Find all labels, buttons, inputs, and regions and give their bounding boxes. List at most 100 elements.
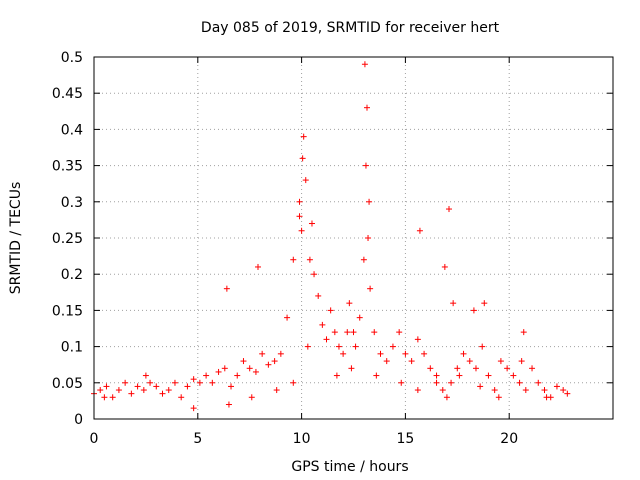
grid-layer xyxy=(94,57,613,419)
data-point xyxy=(122,379,129,386)
y-tick-label: 0.4 xyxy=(61,122,83,138)
x-tick-label: 20 xyxy=(500,431,518,447)
data-point xyxy=(196,379,203,386)
data-point xyxy=(416,227,423,234)
y-tick-label: 0.35 xyxy=(52,159,83,175)
data-point xyxy=(491,387,498,394)
data-point xyxy=(234,372,241,379)
data-point xyxy=(308,220,315,227)
data-point xyxy=(311,271,318,278)
data-point xyxy=(109,394,116,401)
data-point xyxy=(273,387,280,394)
data-point xyxy=(352,343,359,350)
data-point xyxy=(460,350,467,357)
x-tick-label: 5 xyxy=(193,431,202,447)
data-point xyxy=(408,358,415,365)
data-point xyxy=(252,368,259,375)
data-point xyxy=(363,104,370,111)
data-point xyxy=(248,394,255,401)
data-point xyxy=(302,177,309,184)
data-point xyxy=(543,394,550,401)
data-point xyxy=(356,314,363,321)
data-point xyxy=(103,383,110,390)
data-point xyxy=(344,329,351,336)
data-point xyxy=(315,292,322,299)
data-point xyxy=(362,162,369,169)
data-point xyxy=(564,390,571,397)
data-point xyxy=(427,365,434,372)
data-point xyxy=(153,383,160,390)
y-tick-label: 0.2 xyxy=(61,267,83,283)
data-point xyxy=(441,263,448,270)
data-point xyxy=(115,387,122,394)
data-point xyxy=(421,350,428,357)
data-point xyxy=(367,285,374,292)
data-point xyxy=(360,256,367,263)
y-tick-label: 0.1 xyxy=(61,340,83,356)
data-point xyxy=(184,383,191,390)
data-point xyxy=(228,383,235,390)
data-point xyxy=(346,300,353,307)
data-point xyxy=(190,376,197,383)
data-point xyxy=(323,336,330,343)
data-point xyxy=(472,365,479,372)
data-point xyxy=(535,379,542,386)
data-point xyxy=(383,358,390,365)
data-point xyxy=(225,401,232,408)
data-point xyxy=(398,379,405,386)
data-point xyxy=(414,336,421,343)
data-point xyxy=(377,350,384,357)
data-point xyxy=(445,206,452,213)
data-point xyxy=(481,300,488,307)
plot-frame xyxy=(93,56,614,420)
data-point xyxy=(497,358,504,365)
y-tick-label: 0.25 xyxy=(52,231,83,247)
data-point xyxy=(414,387,421,394)
data-point xyxy=(466,358,473,365)
data-point xyxy=(284,314,291,321)
data-point xyxy=(541,387,548,394)
data-point xyxy=(97,387,104,394)
data-point xyxy=(203,372,210,379)
data-point xyxy=(265,361,272,368)
data-point xyxy=(142,372,149,379)
data-point xyxy=(140,387,147,394)
y-tick-label: 0.05 xyxy=(52,376,83,392)
data-point xyxy=(223,285,230,292)
data-point xyxy=(304,343,311,350)
data-point xyxy=(271,358,278,365)
data-point xyxy=(402,350,409,357)
data-point xyxy=(306,256,313,263)
data-point xyxy=(520,329,527,336)
data-point xyxy=(134,383,141,390)
data-points xyxy=(91,61,571,412)
data-point xyxy=(296,198,303,205)
data-point xyxy=(485,372,492,379)
data-point xyxy=(290,256,297,263)
data-point xyxy=(454,365,461,372)
data-point xyxy=(171,379,178,386)
data-point xyxy=(159,390,166,397)
data-point xyxy=(298,227,305,234)
data-point xyxy=(553,383,560,390)
data-point xyxy=(396,329,403,336)
x-axis-label: GPS time / hours xyxy=(291,459,408,475)
data-point xyxy=(350,329,357,336)
data-point xyxy=(522,387,529,394)
x-tick-label: 0 xyxy=(90,431,99,447)
data-point xyxy=(479,343,486,350)
data-point xyxy=(209,379,216,386)
data-point xyxy=(470,307,477,314)
data-point xyxy=(147,379,154,386)
data-point xyxy=(221,365,228,372)
data-point xyxy=(504,365,511,372)
y-tick-label: 0 xyxy=(74,412,83,428)
data-point xyxy=(371,329,378,336)
data-point xyxy=(178,394,185,401)
data-point xyxy=(128,390,135,397)
data-point xyxy=(361,61,368,68)
data-point xyxy=(333,372,340,379)
data-point xyxy=(450,300,457,307)
data-point xyxy=(327,307,334,314)
